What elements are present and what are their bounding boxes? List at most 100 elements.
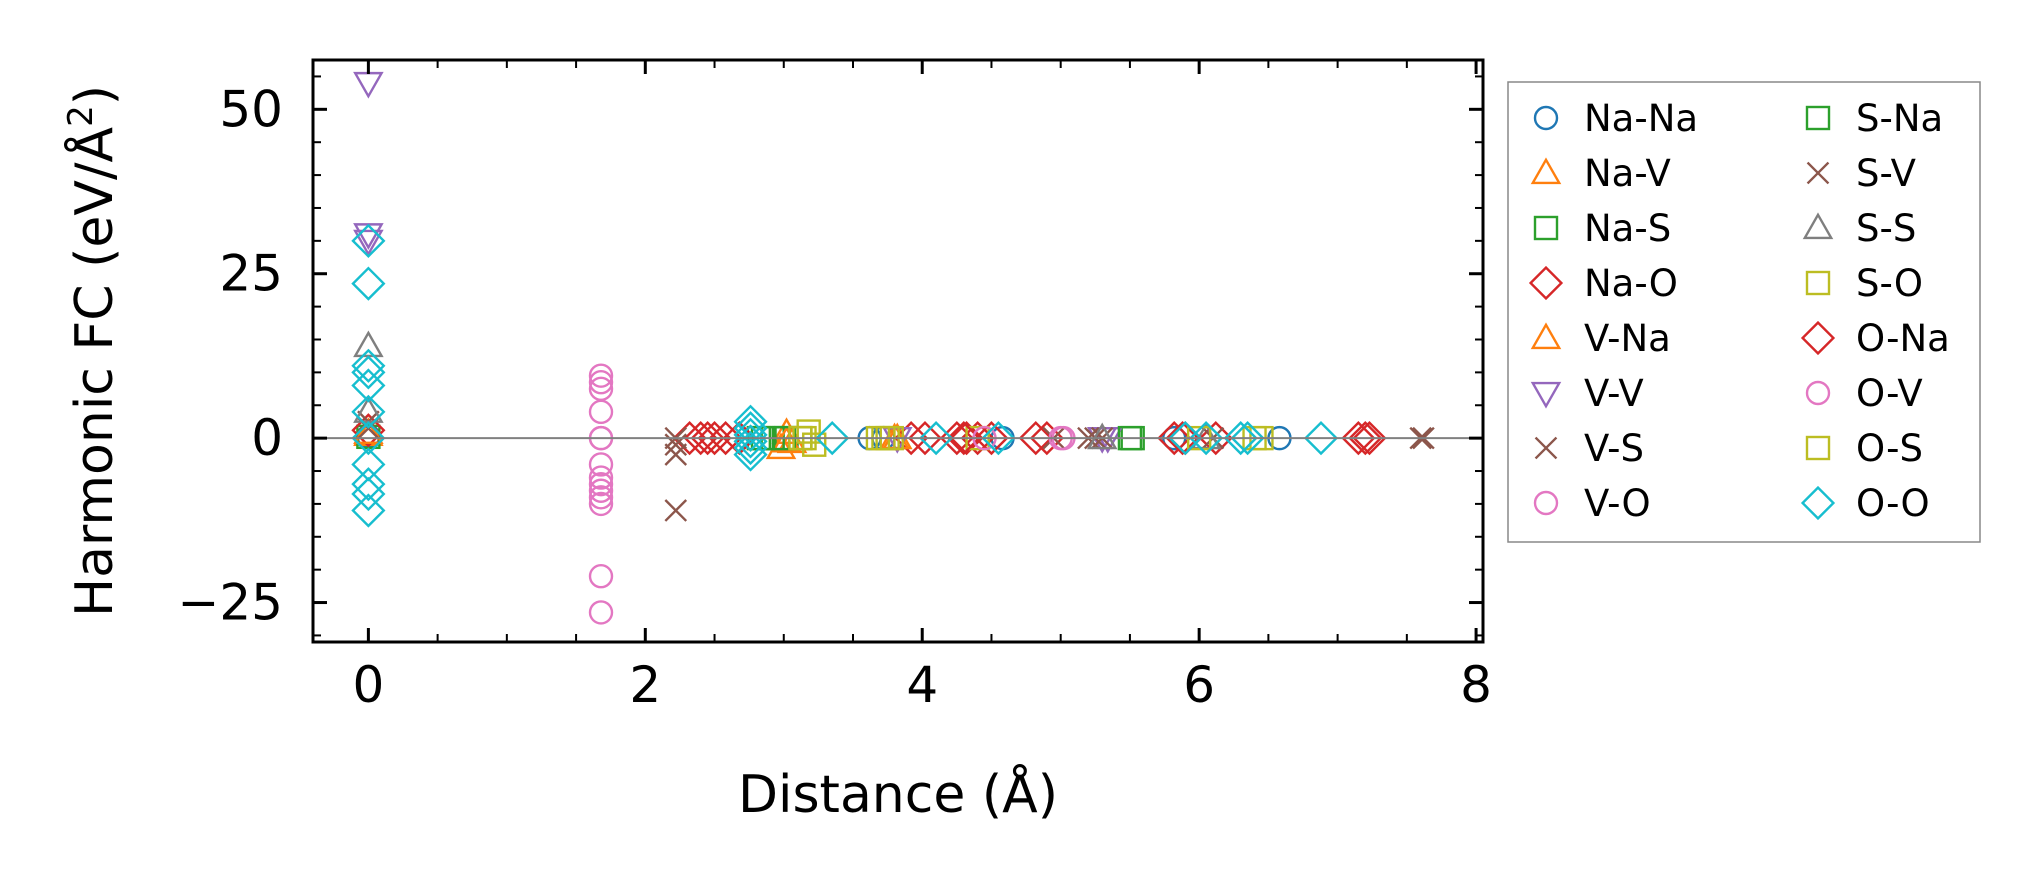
legend-marker xyxy=(1530,322,1562,350)
data-point xyxy=(588,491,614,517)
axis-ticks: 0 2 4 6 8 −25 0 25 50 xyxy=(177,60,1492,714)
legend-entry: V-V xyxy=(1530,372,1644,415)
legend-entry: Na-O xyxy=(1528,262,1678,305)
legend-label: S-O xyxy=(1856,262,1923,305)
legend-marker xyxy=(1806,161,1830,185)
data-point xyxy=(588,564,614,589)
data-point xyxy=(981,421,1016,456)
legend-marker xyxy=(1533,490,1559,516)
legend-entry: O-V xyxy=(1805,372,1923,415)
data-point xyxy=(351,394,386,429)
data-point xyxy=(353,229,384,257)
legend-entry: S-V xyxy=(1806,152,1916,195)
legend-label: O-S xyxy=(1856,427,1923,470)
data-point xyxy=(907,421,943,456)
legend-marker xyxy=(1528,265,1564,301)
data-markers xyxy=(351,71,1435,625)
data-point xyxy=(351,413,386,448)
data-point xyxy=(1223,421,1258,456)
data-point xyxy=(733,430,768,466)
legend-marker xyxy=(1805,270,1831,296)
legend-label: S-V xyxy=(1856,152,1916,195)
x-tick-label: 8 xyxy=(1460,656,1492,714)
legend-entry: S-O xyxy=(1805,262,1923,305)
data-point xyxy=(588,485,614,510)
x-axis-label: Distance (Å) xyxy=(738,763,1058,825)
legend-box xyxy=(1507,81,1981,543)
plot-frame xyxy=(311,58,1485,644)
data-point xyxy=(588,465,614,490)
data-point xyxy=(1157,421,1192,456)
data-point xyxy=(351,421,386,456)
legend-label: Na-Na xyxy=(1584,97,1698,140)
data-point xyxy=(588,363,614,388)
x-tick-label: 4 xyxy=(906,656,938,714)
data-point xyxy=(351,355,386,390)
legend-label: O-V xyxy=(1856,372,1923,415)
data-point xyxy=(588,452,614,477)
legend-entry: V-O xyxy=(1533,482,1651,525)
legend-label: V-Na xyxy=(1584,317,1671,360)
data-point xyxy=(815,421,850,456)
legend-entry: S-Na xyxy=(1805,97,1943,140)
legend-entry: S-S xyxy=(1802,207,1916,250)
legend-marker xyxy=(1534,436,1558,460)
y-axis-label-suffix: ) xyxy=(65,85,125,105)
data-point xyxy=(733,417,768,452)
data-point xyxy=(588,370,614,395)
x-tick-label: 6 xyxy=(1183,656,1215,714)
data-point xyxy=(1348,421,1383,456)
data-point xyxy=(1188,421,1224,456)
legend-marker xyxy=(1805,435,1831,461)
legend-label: Na-V xyxy=(1584,152,1671,195)
data-point xyxy=(353,330,384,358)
y-axis-label-main: Harmonic FC (eV/Å xyxy=(63,126,125,617)
data-point xyxy=(351,223,386,258)
data-point xyxy=(1303,421,1339,456)
data-point xyxy=(351,348,386,383)
legend-marker xyxy=(1802,212,1834,240)
x-tick-label: 2 xyxy=(629,656,661,714)
legend-marker xyxy=(1800,320,1836,356)
data-point xyxy=(351,266,386,301)
data-point xyxy=(733,411,768,446)
y-tick-label: 25 xyxy=(219,245,283,303)
data-point xyxy=(796,419,821,444)
legend: Na-Na Na-V Na-S Na-O V-Na V-V V-S V-O S-Na S-V S-S… xyxy=(1507,81,1981,543)
legend-entry: O-S xyxy=(1805,427,1923,470)
data-point xyxy=(1165,421,1200,456)
legend-entry: O-O xyxy=(1800,482,1930,525)
legend-marker xyxy=(1530,157,1562,185)
data-point xyxy=(353,71,384,99)
data-point xyxy=(351,476,386,512)
legend-marker xyxy=(1533,105,1559,131)
y-tick-label: 0 xyxy=(251,409,283,467)
data-point xyxy=(351,368,386,403)
legend-label: S-S xyxy=(1856,207,1916,250)
series-v-o xyxy=(588,363,1076,625)
legend-marker xyxy=(1805,380,1831,406)
data-point xyxy=(1341,421,1376,456)
legend-label: S-Na xyxy=(1856,97,1943,140)
data-point xyxy=(918,421,954,456)
legend-marker xyxy=(1800,485,1836,521)
y-axis-label: Harmonic FC (eV/Å2) xyxy=(61,85,125,617)
y-tick-label: −25 xyxy=(177,574,283,632)
legend-label: V-S xyxy=(1584,427,1644,470)
legend-marker xyxy=(1805,105,1831,131)
data-point xyxy=(664,443,688,466)
data-point xyxy=(733,404,768,439)
legend-entry: V-S xyxy=(1534,427,1644,470)
y-axis-label-superscript: 2 xyxy=(61,105,101,127)
data-point xyxy=(949,421,984,456)
legend-marker xyxy=(1533,215,1559,241)
legend-label: V-V xyxy=(1584,372,1644,415)
data-point xyxy=(1086,422,1118,450)
data-point xyxy=(664,499,688,522)
data-point xyxy=(1198,421,1233,456)
data-point xyxy=(588,600,614,625)
series-o-o xyxy=(351,223,1339,528)
data-point xyxy=(974,421,1009,456)
legend-entry: Na-V xyxy=(1530,152,1671,195)
